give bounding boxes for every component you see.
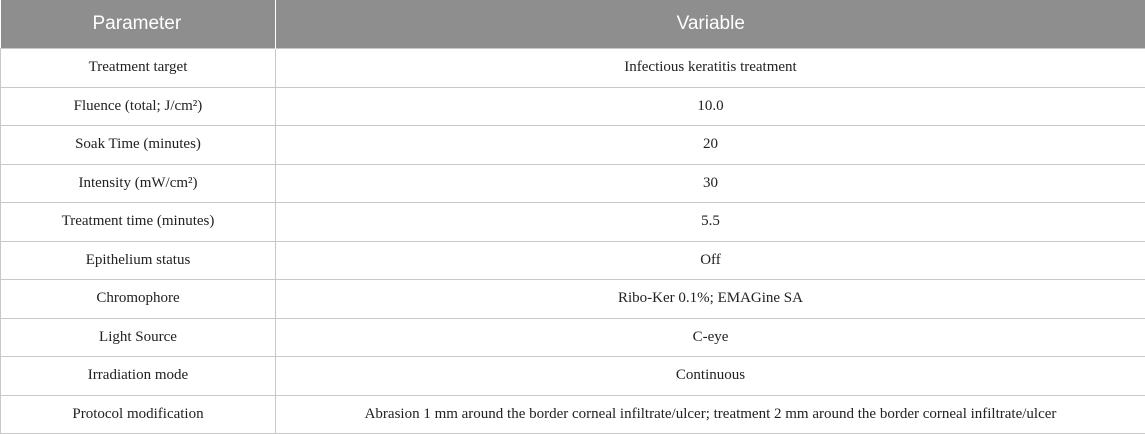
table-row: Irradiation mode Continuous bbox=[1, 357, 1145, 396]
variable-cell: 5.5 bbox=[276, 203, 1145, 242]
parameter-cell: Fluence (total; J/cm²) bbox=[1, 87, 276, 126]
parameter-cell: Irradiation mode bbox=[1, 357, 276, 396]
variable-cell: Infectious keratitis treatment bbox=[276, 49, 1145, 88]
parameter-cell: Intensity (mW/cm²) bbox=[1, 164, 276, 203]
parameter-cell: Treatment time (minutes) bbox=[1, 203, 276, 242]
header-variable: Variable bbox=[276, 0, 1145, 49]
parameter-cell: Soak Time (minutes) bbox=[1, 126, 276, 165]
table-row: Chromophore Ribo-Ker 0.1%; EMAGine SA bbox=[1, 280, 1145, 319]
table-row: Treatment target Infectious keratitis tr… bbox=[1, 49, 1145, 88]
table-row: Treatment time (minutes) 5.5 bbox=[1, 203, 1145, 242]
header-parameter: Parameter bbox=[1, 0, 276, 49]
parameter-cell: Protocol modification bbox=[1, 395, 276, 434]
variable-cell: Continuous bbox=[276, 357, 1145, 396]
parameter-cell: Treatment target bbox=[1, 49, 276, 88]
variable-cell: Off bbox=[276, 241, 1145, 280]
table-row: Soak Time (minutes) 20 bbox=[1, 126, 1145, 165]
variable-cell: 30 bbox=[276, 164, 1145, 203]
parameter-cell: Light Source bbox=[1, 318, 276, 357]
table-row: Intensity (mW/cm²) 30 bbox=[1, 164, 1145, 203]
variable-cell: Abrasion 1 mm around the border corneal … bbox=[276, 395, 1145, 434]
table-row: Light Source C-eye bbox=[1, 318, 1145, 357]
variable-cell: Ribo-Ker 0.1%; EMAGine SA bbox=[276, 280, 1145, 319]
table-header-row: Parameter Variable bbox=[1, 0, 1145, 49]
variable-cell: 10.0 bbox=[276, 87, 1145, 126]
parameter-cell: Epithelium status bbox=[1, 241, 276, 280]
variable-cell: C-eye bbox=[276, 318, 1145, 357]
variable-cell: 20 bbox=[276, 126, 1145, 165]
table-row: Fluence (total; J/cm²) 10.0 bbox=[1, 87, 1145, 126]
table-row: Protocol modification Abrasion 1 mm arou… bbox=[1, 395, 1145, 434]
parameter-cell: Chromophore bbox=[1, 280, 276, 319]
table-row: Epithelium status Off bbox=[1, 241, 1145, 280]
